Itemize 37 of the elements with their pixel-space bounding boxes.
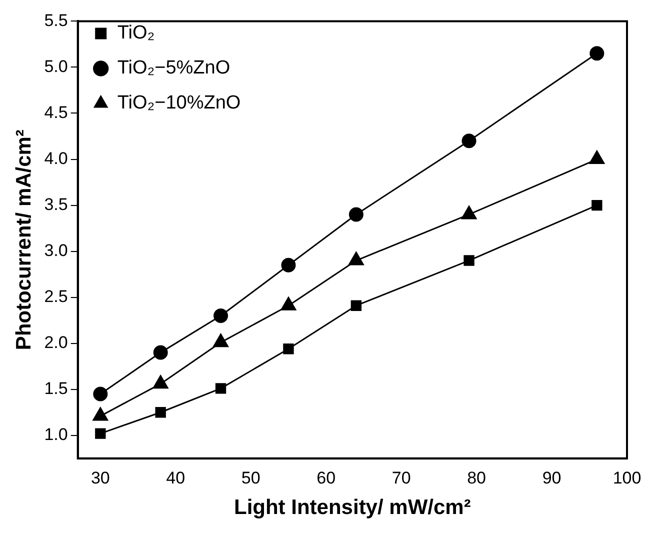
x-tick-label: 100 [612, 468, 642, 488]
point [215, 383, 226, 394]
y-tick-label: 4.5 [44, 102, 68, 122]
legend-label: TiO₂ [117, 22, 155, 44]
point [348, 207, 364, 222]
y-tick-label: 3.5 [44, 194, 68, 214]
y-axis-title: Photocurrent/ mA/cm² [12, 130, 36, 350]
x-tick-label: 60 [316, 468, 336, 488]
point [214, 308, 228, 323]
legend-label: TiO₂−5%ZnO [117, 58, 230, 79]
point [95, 428, 106, 439]
x-tick-label: 70 [392, 468, 411, 488]
point [350, 300, 362, 311]
point [155, 407, 166, 418]
x-axis-title: Light Intensity/ mW/cm² [234, 496, 471, 520]
x-tick-label: 40 [166, 468, 186, 488]
point [93, 386, 108, 402]
y-tick-label: 2.5 [44, 287, 68, 306]
point [592, 200, 602, 211]
y-tick-label: 3.0 [44, 240, 68, 260]
x-tick-label: 80 [467, 468, 486, 488]
y-tick-label: 1.0 [44, 425, 68, 444]
y-tick-label: 4.0 [44, 148, 68, 168]
y-tick-label: 1.5 [44, 379, 68, 398]
x-tick-label: 50 [241, 468, 260, 488]
y-tick-label: 2.0 [44, 333, 68, 352]
point [281, 258, 296, 272]
point [283, 344, 294, 354]
y-tick-label: 5.0 [44, 56, 68, 76]
point [464, 255, 474, 266]
y-tick-label: 5.5 [44, 10, 68, 30]
x-tick-label: 30 [90, 468, 110, 488]
point [153, 345, 168, 360]
point [462, 134, 476, 148]
point [590, 46, 604, 61]
x-tick-label: 90 [542, 468, 562, 488]
legend-label: TiO₂−10%ZnO [117, 92, 241, 114]
